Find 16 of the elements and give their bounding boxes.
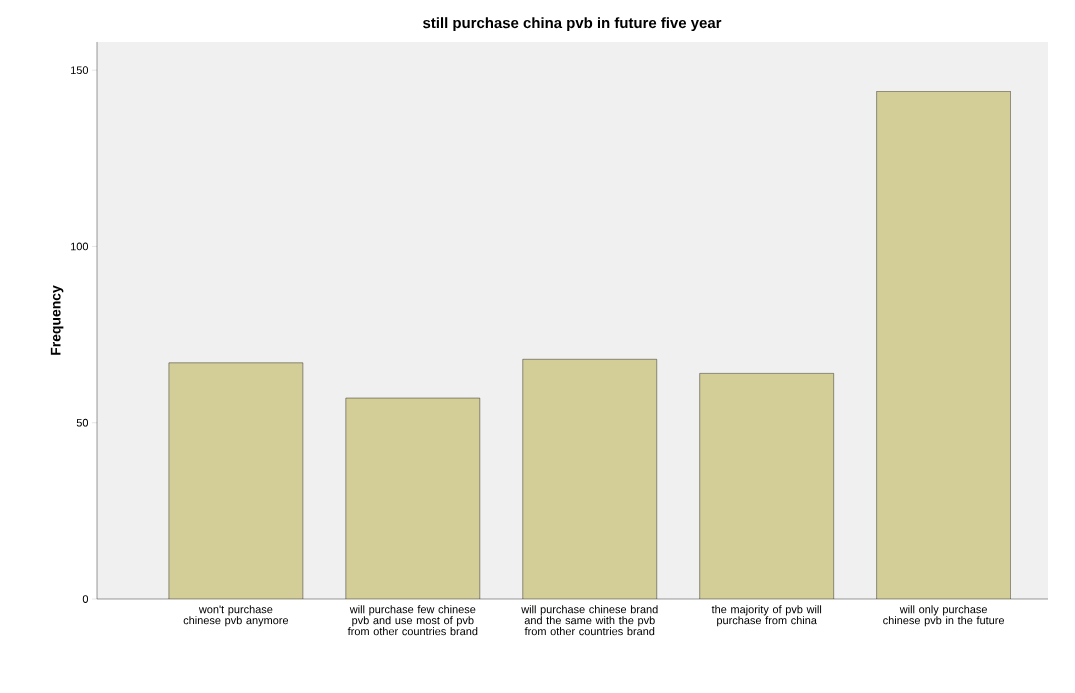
bar [168, 362, 303, 599]
bar [699, 373, 834, 599]
x-tick-label: will purchase few chinese pvb and use most of pvb from other countries brand [347, 605, 478, 636]
y-axis-title: Frequency [50, 285, 64, 355]
bar [345, 398, 480, 599]
y-tick-label: 50 [76, 418, 89, 427]
y-tick-label: 150 [71, 66, 89, 75]
x-tick-label: will only purchase chinese pvb in the future [883, 605, 1005, 627]
x-tick-label: will purchase chinese brand and the same with the pvb from other countries brand [521, 605, 658, 636]
y-tick-label: 0 [82, 595, 89, 603]
y-tick-label: 100 [71, 242, 89, 251]
bar [876, 91, 1011, 599]
x-tick-label: the majority of pvb will purchase from china [711, 605, 822, 627]
x-tick-label: won't purchase chinese pvb anymore [183, 605, 289, 627]
bar [522, 359, 657, 599]
chart-title: still purchase china pvb in future five year [423, 17, 722, 32]
